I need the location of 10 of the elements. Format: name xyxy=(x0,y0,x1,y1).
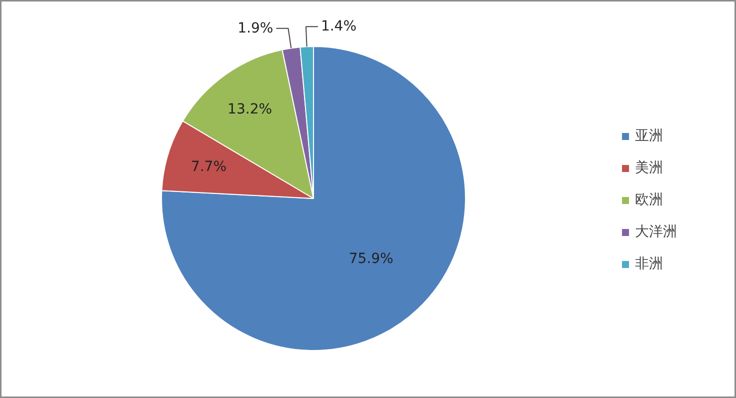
legend-label: 亚洲 xyxy=(635,127,663,145)
data-label: 7.7% xyxy=(190,158,227,175)
data-label: 1.9% xyxy=(238,20,274,36)
data-label: 1.4% xyxy=(320,18,357,35)
legend-label: 美洲 xyxy=(635,159,663,177)
data-label: 13.2% xyxy=(228,102,272,118)
data-label: 75.9% xyxy=(348,251,394,268)
legend-label: 欧洲 xyxy=(635,191,663,209)
legend-label: 大洋洲 xyxy=(635,223,677,241)
legend-label: 非洲 xyxy=(635,255,663,273)
